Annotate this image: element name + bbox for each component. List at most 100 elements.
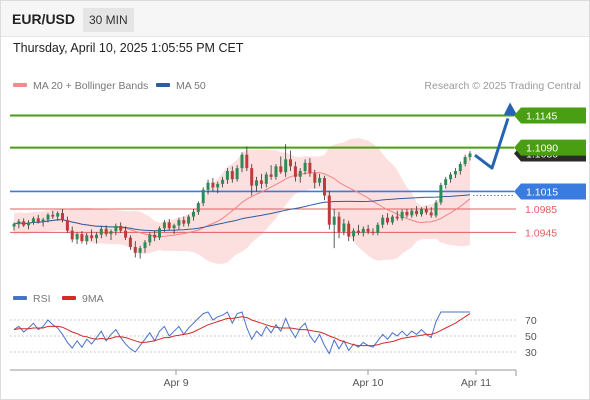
candle <box>85 232 89 245</box>
candle-body <box>143 242 147 249</box>
candle-body <box>211 182 215 188</box>
candle-body <box>225 171 229 180</box>
candle-body <box>352 230 356 237</box>
candle-body <box>293 166 297 177</box>
candle <box>405 208 409 218</box>
rsi-line <box>13 311 470 355</box>
candle-body <box>22 221 26 226</box>
candle <box>395 210 399 221</box>
x-tick-label: Apr 11 <box>461 377 491 389</box>
legend-ma20: MA 20 + Bollinger Bands <box>13 80 148 92</box>
level-label-text: 1.1015 <box>526 186 558 198</box>
moving-averages <box>13 172 471 238</box>
level-label-1.0945: 1.0945 <box>525 227 557 239</box>
candle <box>264 172 268 188</box>
candle <box>381 214 385 229</box>
candle-body <box>99 228 103 235</box>
candle <box>308 158 312 177</box>
candle-body <box>400 211 404 219</box>
candle <box>80 231 84 244</box>
candle-body <box>206 182 210 190</box>
candle <box>27 220 30 230</box>
candle <box>376 222 380 236</box>
candle-body <box>80 234 84 242</box>
candle <box>449 172 453 183</box>
candle-body <box>468 153 472 157</box>
candle <box>458 161 462 175</box>
legend-9ma-swatch <box>62 296 76 301</box>
candle <box>342 218 346 236</box>
candle-body <box>27 222 30 226</box>
candle <box>225 168 229 184</box>
candle-body <box>453 171 457 175</box>
candle <box>133 241 137 258</box>
candle-body <box>420 209 423 215</box>
credit-text: Research © 2025 Trading Central <box>424 80 581 92</box>
timestamp: Thursday, April 10, 2025 1:05:55 PM CET <box>13 41 244 55</box>
candle <box>162 220 166 232</box>
level-label-bg <box>514 183 586 200</box>
level-label-1.1090: 1.1090 <box>514 139 586 156</box>
candle <box>22 218 26 228</box>
candle-body <box>221 179 225 184</box>
candle <box>95 232 98 244</box>
candle-body <box>303 162 307 171</box>
forecast-arrowhead <box>504 102 518 117</box>
legend-rsi-swatch <box>13 296 27 301</box>
candle <box>371 228 375 236</box>
candle-body <box>390 216 394 223</box>
candle <box>366 224 370 235</box>
candle <box>114 223 118 236</box>
candle-body <box>119 225 123 231</box>
candle <box>70 226 74 243</box>
candle-body <box>182 220 186 224</box>
candle <box>187 214 191 227</box>
candle-body <box>250 168 254 186</box>
forecast-arrow <box>474 102 518 170</box>
legend-ma50: MA 50 <box>156 80 206 92</box>
candle-body <box>138 248 142 253</box>
level-label-text: 1.1145 <box>526 111 557 123</box>
candles <box>12 144 472 259</box>
candle <box>255 176 258 192</box>
candle-body <box>196 203 200 212</box>
candle-body <box>434 202 438 216</box>
candle-body <box>356 230 360 233</box>
candle-body <box>114 225 118 232</box>
candle <box>352 228 356 242</box>
candle <box>216 181 220 194</box>
candle-body <box>148 234 152 243</box>
candle-body <box>167 222 171 229</box>
candle-body <box>298 171 302 177</box>
timeframe-badge[interactable]: 30 MIN <box>83 8 134 32</box>
candle <box>196 201 200 215</box>
rsi-level-label-70: 70 <box>525 315 537 327</box>
candle <box>327 190 331 230</box>
candle <box>453 168 457 179</box>
candle-body <box>95 234 98 239</box>
candle-body <box>109 231 113 235</box>
candle <box>279 156 283 174</box>
legend-rsi: RSI <box>13 293 51 305</box>
candle-body <box>264 174 268 184</box>
candle-body <box>449 174 453 180</box>
candle-body <box>424 209 428 213</box>
candle <box>337 211 341 239</box>
candle <box>235 165 239 182</box>
candle <box>177 217 181 230</box>
candle-body <box>245 154 249 169</box>
legend-ma20-swatch <box>13 83 27 88</box>
candle <box>439 182 443 205</box>
candle-body <box>415 210 419 215</box>
level-label-bg <box>514 107 586 124</box>
candle <box>415 206 419 217</box>
candle-body <box>395 216 399 219</box>
candle-body <box>405 211 409 216</box>
level-label-bg <box>514 139 586 156</box>
candle <box>463 154 467 167</box>
legend-ma50-label: MA 50 <box>176 80 206 92</box>
candle <box>99 226 103 239</box>
candle-body <box>36 218 40 222</box>
candle-body <box>308 162 312 174</box>
level-label-1.1145: 1.1145 <box>514 107 586 124</box>
